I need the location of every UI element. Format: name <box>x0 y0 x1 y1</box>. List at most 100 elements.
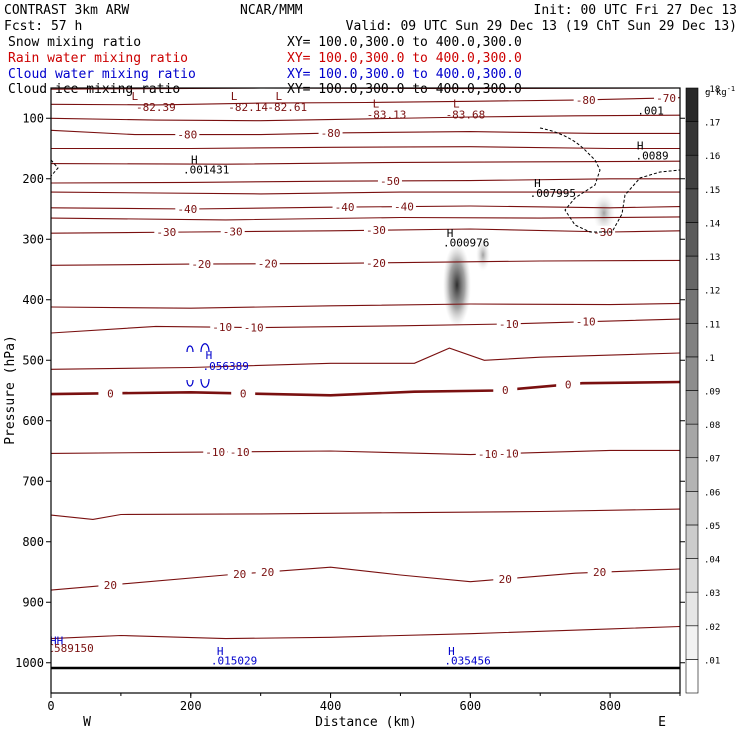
contour-label-bg <box>377 174 402 186</box>
contour-label: -70 <box>656 92 676 105</box>
colorbar-level-label: .18 <box>704 85 720 95</box>
contour-label-bg <box>220 225 245 237</box>
contour-label-bg <box>573 93 598 105</box>
colorbar-swatch <box>685 289 699 324</box>
y-tick-label: 500 <box>22 353 44 367</box>
colorbar-level-label: .09 <box>704 388 720 398</box>
colorbar-swatch <box>685 255 699 290</box>
contour-label: 20 <box>593 566 606 579</box>
contour-label: -80 <box>321 127 341 140</box>
contour-label-bg <box>210 321 235 333</box>
plot-annotation: H <box>448 645 455 658</box>
plot-area: -80 -70-80 -80-50-40 -40 -40-30 -30 -30 -30-20-… <box>47 88 680 668</box>
field-xy-cloud-water: XY= 100.0,300.0 to 400.0,300.0 <box>287 67 522 82</box>
colorbar-swatch <box>685 222 699 257</box>
contour-label: -20 <box>258 258 278 271</box>
colorbar-level-label: .15 <box>704 186 720 196</box>
colorbar-level-label: .07 <box>704 455 720 465</box>
x-tick-label: 400 <box>320 699 342 713</box>
y-tick-label: 300 <box>22 232 44 246</box>
colorbar-level-label: .04 <box>704 556 720 566</box>
contour-line <box>51 566 680 591</box>
colorbar-swatch <box>685 356 699 391</box>
colorbar-level-label: .05 <box>704 522 720 532</box>
contour-label-bg <box>332 201 357 213</box>
contour-label: -10 <box>244 321 264 334</box>
contour-label-bg <box>175 202 200 214</box>
contour-label: -50 <box>380 175 400 188</box>
contour-label-bg <box>391 200 416 212</box>
y-tick-label: 700 <box>22 474 44 488</box>
contour-label-bg <box>189 258 214 270</box>
x-end-label-east: E <box>658 715 666 730</box>
valid-time: Valid: 09 UTC Sun 29 Dec 13 (19 ChT Sun … <box>346 19 737 34</box>
colorbar-swatch <box>685 390 699 425</box>
contour-label: 20 <box>233 568 246 581</box>
contour-label-bg <box>475 448 500 460</box>
field-xy-rain: XY= 100.0,300.0 to 400.0,300.0 <box>287 51 522 66</box>
contour-label-bg <box>203 445 228 457</box>
contour-line <box>51 302 680 309</box>
terrain-outline-left <box>51 159 59 177</box>
plot-annotation: .001431 <box>183 163 229 176</box>
plot-annotation: -83.13 <box>367 108 407 121</box>
colorbar-swatch <box>685 591 699 627</box>
contour-label-bg <box>227 567 252 579</box>
plot-annotation: H <box>217 645 224 658</box>
plot-annotation: -82.14 <box>228 101 268 114</box>
colorbar-swatch <box>685 625 699 660</box>
x-tick-label: 800 <box>599 699 621 713</box>
field-label-snow: Snow mixing ratio <box>8 35 141 50</box>
colorbar-level-label: .02 <box>704 623 720 633</box>
plot-annotation: H <box>534 177 541 190</box>
plot-annotation: L <box>132 90 139 103</box>
contour-line <box>51 380 680 397</box>
y-tick-label: 400 <box>22 293 44 307</box>
colorbar-level-label: .16 <box>704 152 720 162</box>
plot-annotation: .035456 <box>444 655 490 668</box>
plot-annotation: H <box>191 154 198 167</box>
contour-label: -30 <box>156 226 176 239</box>
x-tick-label: 600 <box>459 699 481 713</box>
contour-label-bg <box>98 579 123 591</box>
plot-annotation: C589150 <box>47 642 93 655</box>
contour-label: 20 <box>261 566 274 579</box>
contour-label: -40 <box>394 201 414 214</box>
contour-label-bg <box>573 315 598 327</box>
colorbar-level-label: .17 <box>704 119 720 129</box>
colorbar-level-label: .12 <box>704 287 720 297</box>
colorbar-level-label: .13 <box>704 253 720 263</box>
field-xy-cloud-ice: XY= 100.0,300.0 to 400.0,300.0 <box>287 82 522 97</box>
contour-label-bg <box>363 224 388 236</box>
field-label-cloud-water: Cloud water mixing ratio <box>8 67 196 82</box>
contour-line <box>51 191 680 195</box>
colorbar-level-label: .11 <box>704 320 720 330</box>
contour-line <box>51 347 680 370</box>
y-tick-label: 900 <box>22 595 44 609</box>
center-label: NCAR/MMM <box>240 3 303 18</box>
contour-label: -10 <box>212 321 232 334</box>
x-axis: 0 200 400 600 800 <box>47 693 681 713</box>
plot-annotation: .015029 <box>211 655 257 668</box>
plot-annotation: H <box>447 227 454 240</box>
contour-label-bg <box>98 387 123 399</box>
colorbar-level-label: .03 <box>704 589 720 599</box>
contour-label-bg <box>175 128 200 140</box>
colorbar-swatch <box>685 659 699 694</box>
x-tick-label: 0 <box>47 699 54 713</box>
colorbar-swatch <box>685 121 699 156</box>
ice-plume-shading-small <box>476 239 490 271</box>
contour-label-bg <box>255 257 280 269</box>
colorbar-swatch <box>685 491 699 526</box>
colorbar-level-label: .14 <box>704 219 720 229</box>
contour-label: -30 <box>593 226 613 239</box>
y-tick-label: 600 <box>22 414 44 428</box>
contour-label: -10 <box>499 447 519 460</box>
terrain-outline <box>539 127 680 233</box>
plot-annotation: L <box>231 90 238 103</box>
plot-annotation: H <box>637 140 644 153</box>
colorbar-swatch <box>685 154 699 190</box>
contour-label: -10 <box>576 316 596 329</box>
contour-line <box>51 146 680 150</box>
